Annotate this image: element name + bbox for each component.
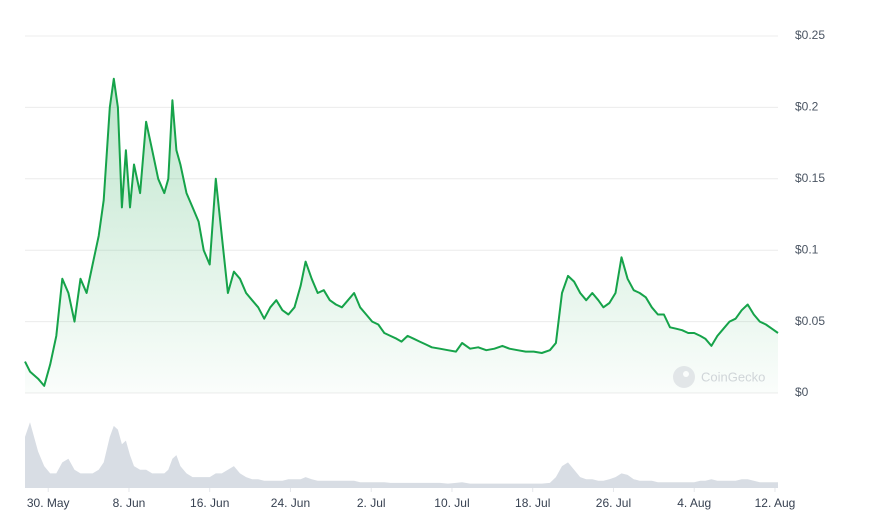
watermark-text: CoinGecko [701, 369, 765, 384]
x-tick-label: 18. Jul [515, 496, 550, 510]
x-tick-label: 10. Jul [434, 496, 469, 510]
watermark-logo-eye [683, 371, 689, 377]
watermark-logo [673, 366, 695, 388]
y-tick-label: $0.25 [795, 28, 825, 42]
y-tick-label: $0.05 [795, 314, 825, 328]
y-tick-label: $0.2 [795, 100, 819, 114]
x-tick-label: 16. Jun [190, 496, 229, 510]
watermark: CoinGecko [673, 366, 765, 388]
x-tick-label: 26. Jul [596, 496, 631, 510]
price-line [24, 77, 779, 387]
x-tick-label: 8. Jun [113, 496, 146, 510]
price-area [25, 78, 778, 394]
y-tick-label: $0.15 [795, 171, 825, 185]
x-tick-label: 2. Jul [357, 496, 386, 510]
y-tick-label: $0.1 [795, 242, 819, 256]
x-tick-label: 30. May [27, 496, 70, 510]
volume-area [25, 422, 778, 488]
x-tick-label: 12. Aug [755, 496, 796, 510]
x-tick-label: 4. Aug [677, 496, 711, 510]
x-tick-label: 24. Jun [271, 496, 310, 510]
y-tick-label: $0 [795, 385, 809, 399]
